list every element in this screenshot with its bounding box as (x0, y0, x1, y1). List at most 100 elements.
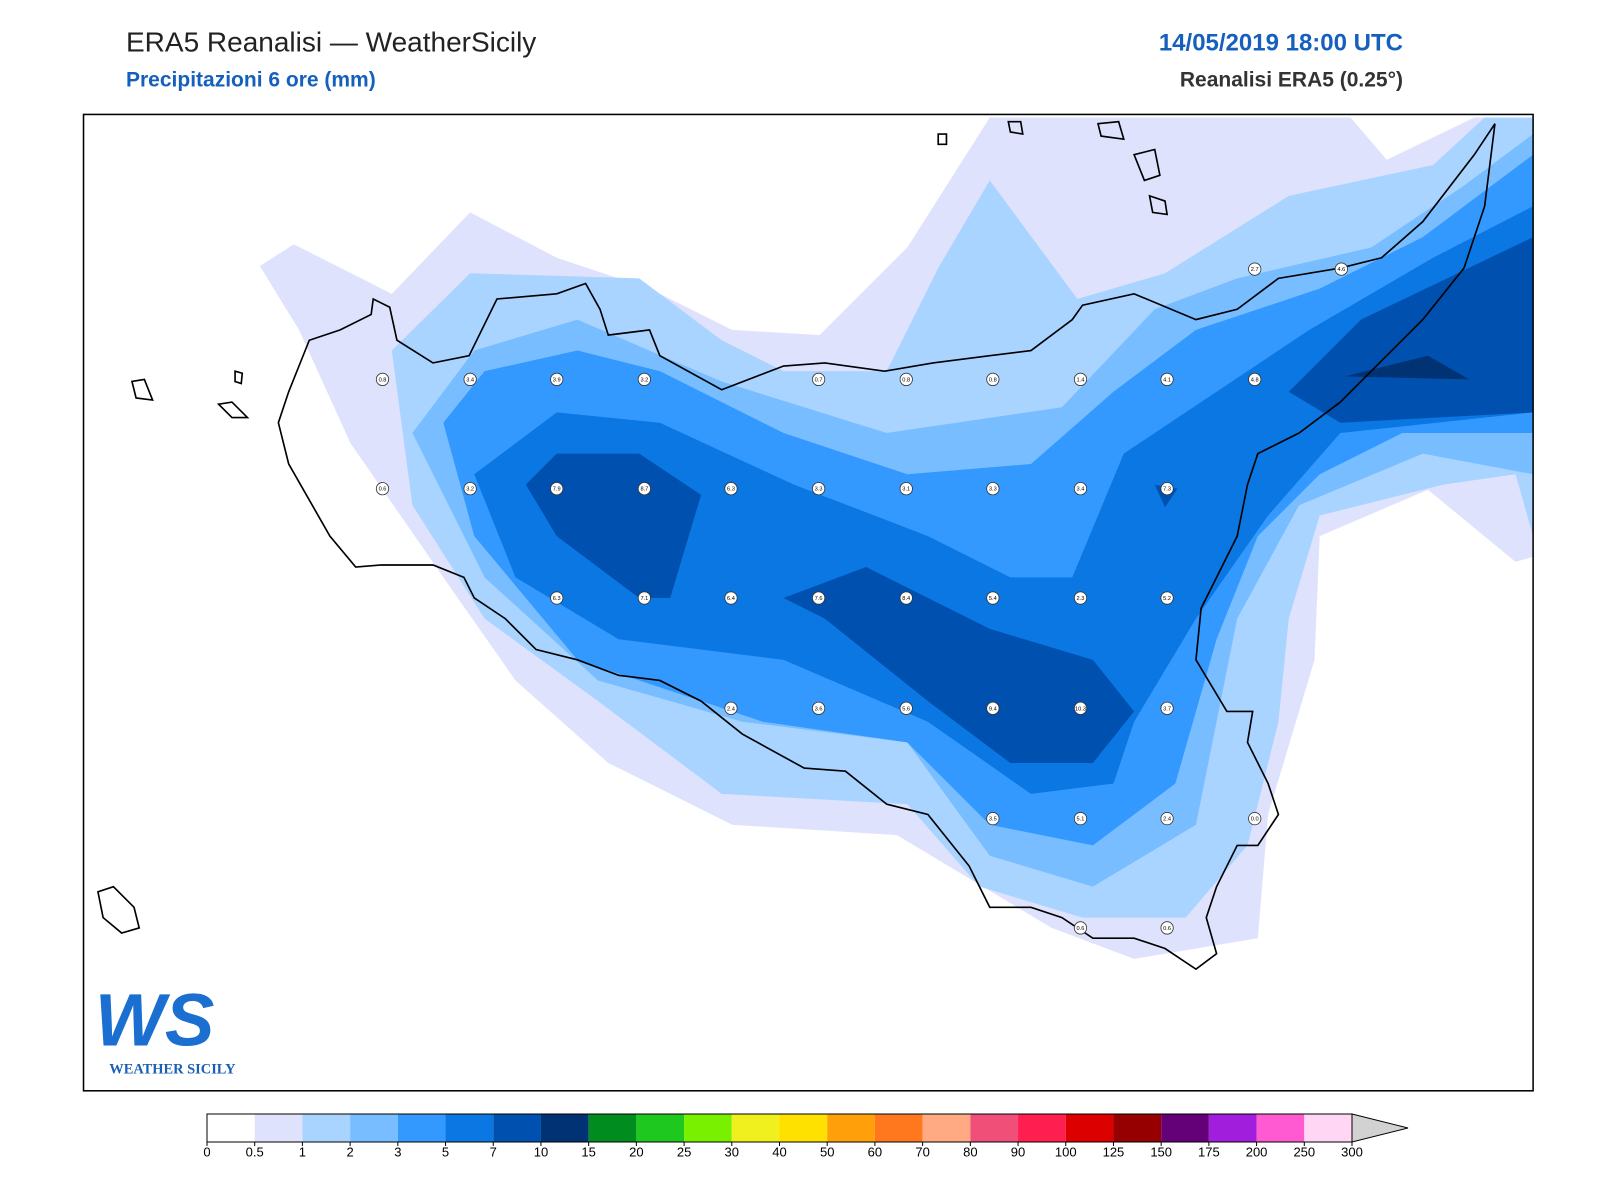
station: 6.3 (550, 591, 564, 605)
station-dot (375, 372, 390, 387)
station-dot (1160, 812, 1174, 826)
colorbar-label: 25 (677, 1144, 691, 1159)
station: 0.8 (899, 372, 913, 387)
station-value: 1.4 (1077, 377, 1085, 383)
station-value: 2.4 (727, 706, 735, 712)
station: 7.9 (550, 482, 564, 496)
colorbar-label: 3 (394, 1144, 401, 1159)
colorbar-label: 1 (299, 1144, 306, 1159)
station-value: 6.4 (727, 596, 735, 602)
station-value: 8.7 (640, 487, 648, 493)
map-frame (82, 113, 1534, 1092)
colorbar-label: 125 (1103, 1144, 1125, 1159)
station-value: 10.3 (1075, 706, 1086, 712)
colorbar-box (397, 1114, 446, 1142)
colorbar: 0 0.5 1 2 3 5 7 10 15 20 25 30 40 50 60 70 80 90 100 125 150… (203, 1113, 1409, 1159)
date: 14/05/2019 18:00 UTC (1159, 29, 1403, 56)
station-dot (1160, 701, 1174, 715)
station: 0.6 (1160, 921, 1174, 935)
station: 3.3 (986, 482, 1000, 496)
colorbar-label: 150 (1150, 1144, 1172, 1159)
station: 3.5 (986, 812, 1000, 826)
station-value: 3.2 (640, 377, 648, 383)
colorbar-label: 5 (442, 1144, 449, 1159)
station: 0.7 (812, 372, 826, 387)
station: 7.6 (812, 591, 826, 605)
colorbar-box (1065, 1114, 1114, 1142)
map-layer: 2.7 4.6 0.8 3.4 3.9 3.2 0.7 0.8 0.8 1.4 4.1 4.8 0.6 3… (82, 113, 1534, 1092)
station-dot (1073, 812, 1088, 826)
station: 9.4 (986, 701, 1000, 715)
station-value: 0.0 (1251, 817, 1259, 823)
station-dot (899, 591, 913, 605)
contour-7 (525, 453, 702, 598)
station: 3.3 (812, 482, 826, 496)
colorbar-label: 7 (490, 1144, 497, 1159)
station-dot (1073, 482, 1088, 496)
station-value: 3.4 (466, 377, 474, 383)
station: 3.1 (899, 482, 913, 496)
station-value: 7.9 (553, 487, 561, 493)
colorbar-label: 40 (772, 1144, 786, 1159)
subtitle: Precipitazioni 6 ore (mm) (126, 69, 376, 92)
station: 3.4 (463, 372, 477, 387)
colorbar-box (1113, 1114, 1162, 1142)
station: 0.8 (375, 372, 390, 387)
station: 0.8 (986, 372, 1000, 387)
colorbar-box (874, 1114, 923, 1142)
station-value: 5.6 (902, 706, 910, 712)
colorbar-box (684, 1114, 732, 1142)
station-value: 7.3 (1163, 487, 1171, 493)
station-value: 7.1 (640, 596, 648, 602)
colorbar-box (1304, 1114, 1352, 1142)
station: 10.3 (1073, 701, 1088, 715)
colorbar-label: 60 (868, 1144, 882, 1159)
precip-contours (259, 117, 1534, 959)
station-dot (550, 372, 564, 387)
station: 3.9 (550, 372, 564, 387)
station: 5.6 (899, 701, 913, 715)
station: 3.2 (463, 482, 477, 496)
colorbar-box (540, 1114, 589, 1142)
station-value: 4.8 (1251, 377, 1259, 383)
colorbar-label: 2 (347, 1144, 354, 1159)
colorbar-box (350, 1114, 398, 1142)
station-dot (1073, 701, 1088, 715)
station-dot (375, 482, 390, 496)
station-value: 0.8 (379, 377, 387, 383)
station-value: 0.6 (1163, 926, 1171, 932)
colorbar-box (445, 1114, 494, 1142)
source: Reanalisi ERA5 (0.25°) (1180, 69, 1403, 92)
colorbar-extension (1351, 1113, 1409, 1143)
title: ERA5 Reanalisi — WeatherSicily (126, 26, 536, 57)
station-dot (637, 591, 651, 605)
station: 2.4 (724, 701, 738, 715)
station-dot (812, 372, 826, 387)
station-value: 2.3 (1077, 596, 1085, 602)
station: 2.7 (1248, 262, 1262, 276)
logo-mark: WS (95, 978, 215, 1061)
lipari-islands (937, 120, 1169, 216)
colorbar-label: 70 (915, 1144, 929, 1159)
station-dot (1160, 591, 1174, 605)
station: 6.3 (724, 482, 738, 496)
station-value: 2.4 (1163, 817, 1171, 823)
pantelleria (96, 885, 141, 934)
station-value: 4.1 (1163, 377, 1171, 383)
colorbar-label: 30 (725, 1144, 739, 1159)
contour-5 (474, 206, 1534, 794)
station-dot (986, 372, 1000, 387)
colorbar-label: 0 (203, 1144, 210, 1159)
colorbar-label: 80 (963, 1144, 977, 1159)
colorbar-label: 250 (1293, 1144, 1315, 1159)
colorbar-label: 50 (820, 1144, 834, 1159)
station-value: 3.4 (1077, 487, 1085, 493)
station-dot (1248, 372, 1262, 387)
station-dot (1073, 921, 1088, 935)
station-dot (463, 372, 477, 387)
station-value: 0.7 (815, 377, 823, 383)
station: 1.4 (1073, 372, 1088, 387)
station: 3.2 (637, 372, 651, 387)
station-dot (724, 591, 738, 605)
